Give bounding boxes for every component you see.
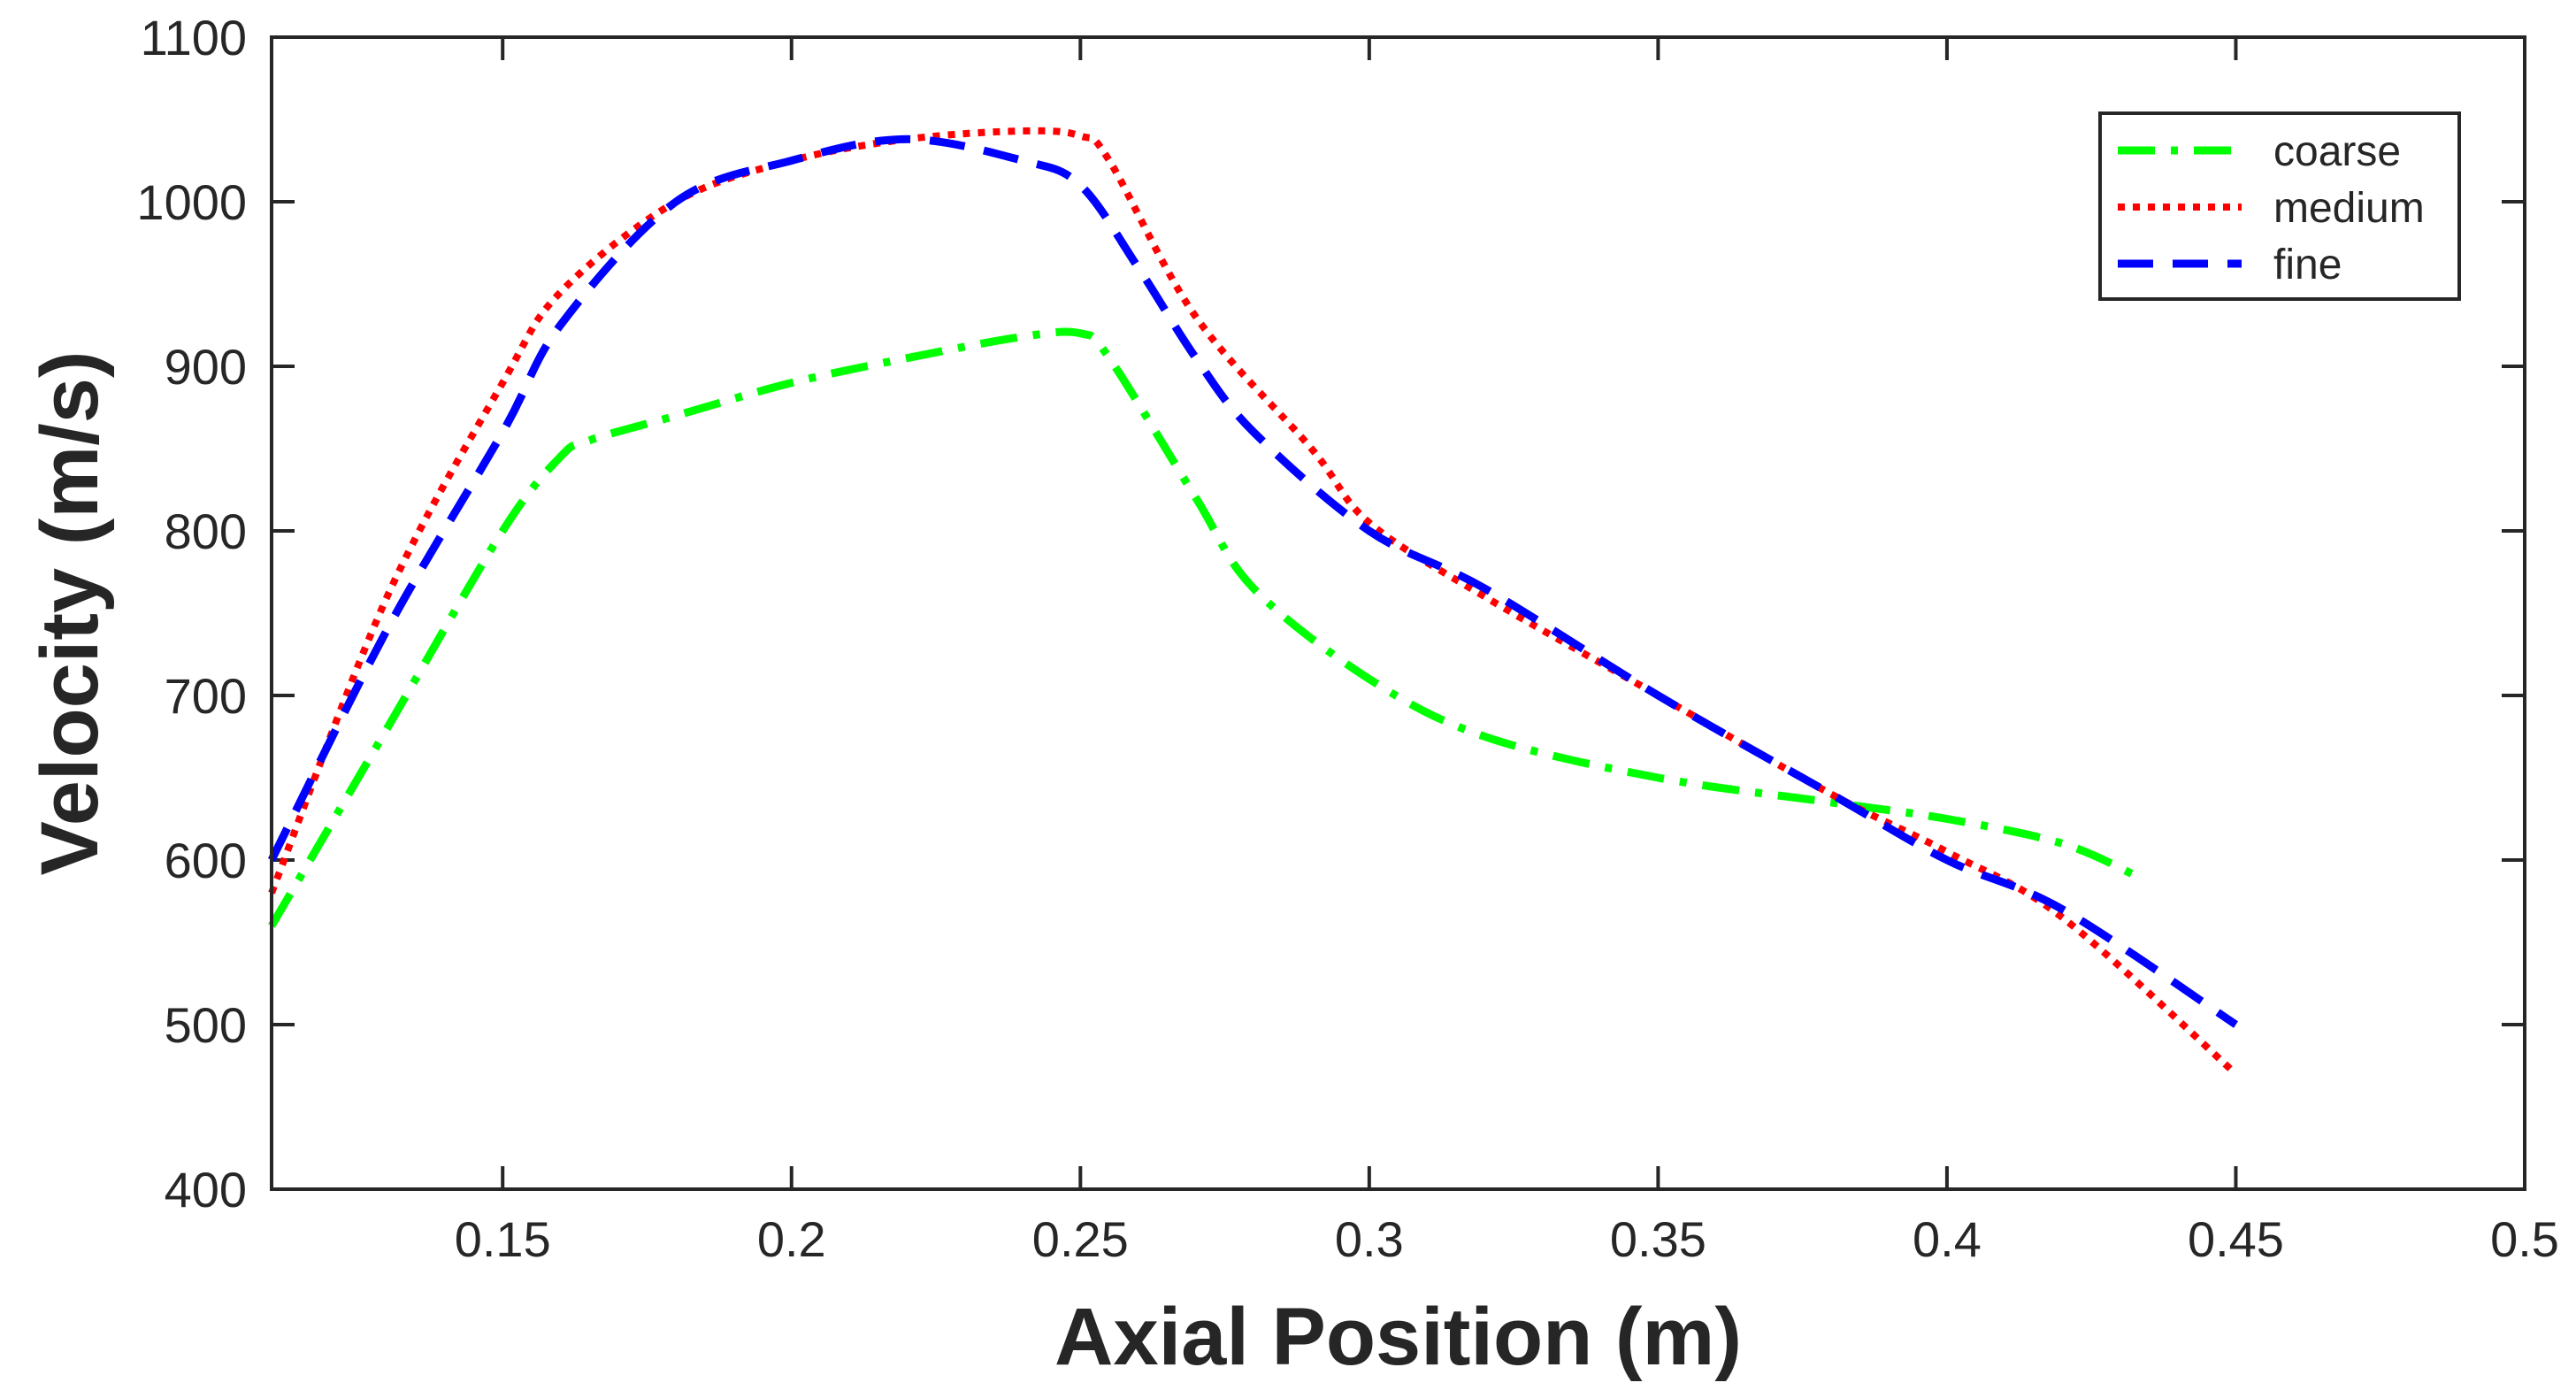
plot-area-frame xyxy=(270,35,2526,1191)
legend-entries: coarse medium fine xyxy=(2118,128,2425,288)
y-axis-title: Velocity (m/s) xyxy=(25,350,115,875)
x-tick-label: 0.45 xyxy=(2188,1211,2284,1267)
y-tick-label: 400 xyxy=(165,1162,247,1217)
x-tick-label: 0.35 xyxy=(1610,1211,1706,1267)
y-tick-label: 700 xyxy=(165,668,247,724)
legend-label-fine: fine xyxy=(2273,242,2342,288)
x-tick-labels: 0.15 0.2 0.25 0.3 0.35 0.4 0.45 0.5 xyxy=(455,1211,2559,1267)
legend-box xyxy=(2098,111,2461,301)
y-tick-label: 900 xyxy=(165,339,247,395)
y-tick-label: 1100 xyxy=(141,10,247,65)
x-tick-label: 0.5 xyxy=(2490,1211,2559,1267)
y-tick-label: 500 xyxy=(165,997,247,1053)
series-lines xyxy=(267,127,2239,1077)
series-line-fine xyxy=(267,134,2238,1028)
y-tick-label: 800 xyxy=(165,503,247,559)
x-tick-label: 0.4 xyxy=(1913,1211,1982,1267)
legend-label-coarse: coarse xyxy=(2273,128,2401,175)
x-tick-label: 0.3 xyxy=(1335,1211,1404,1267)
x-tick-label: 0.25 xyxy=(1032,1211,1129,1267)
series-line-coarse xyxy=(268,327,2140,928)
legend: coarse medium fine xyxy=(2098,111,2461,301)
x-axis-title: Axial Position (m) xyxy=(1054,1292,1742,1382)
legend-label-medium: medium xyxy=(2273,185,2425,232)
y-tick-label: 1000 xyxy=(136,174,247,230)
y-tick-label: 600 xyxy=(165,833,247,888)
y-tick-labels: 400 500 600 700 800 900 1000 1100 xyxy=(136,10,247,1217)
x-tick-label: 0.2 xyxy=(757,1211,826,1267)
x-tick-label: 0.15 xyxy=(455,1211,551,1267)
